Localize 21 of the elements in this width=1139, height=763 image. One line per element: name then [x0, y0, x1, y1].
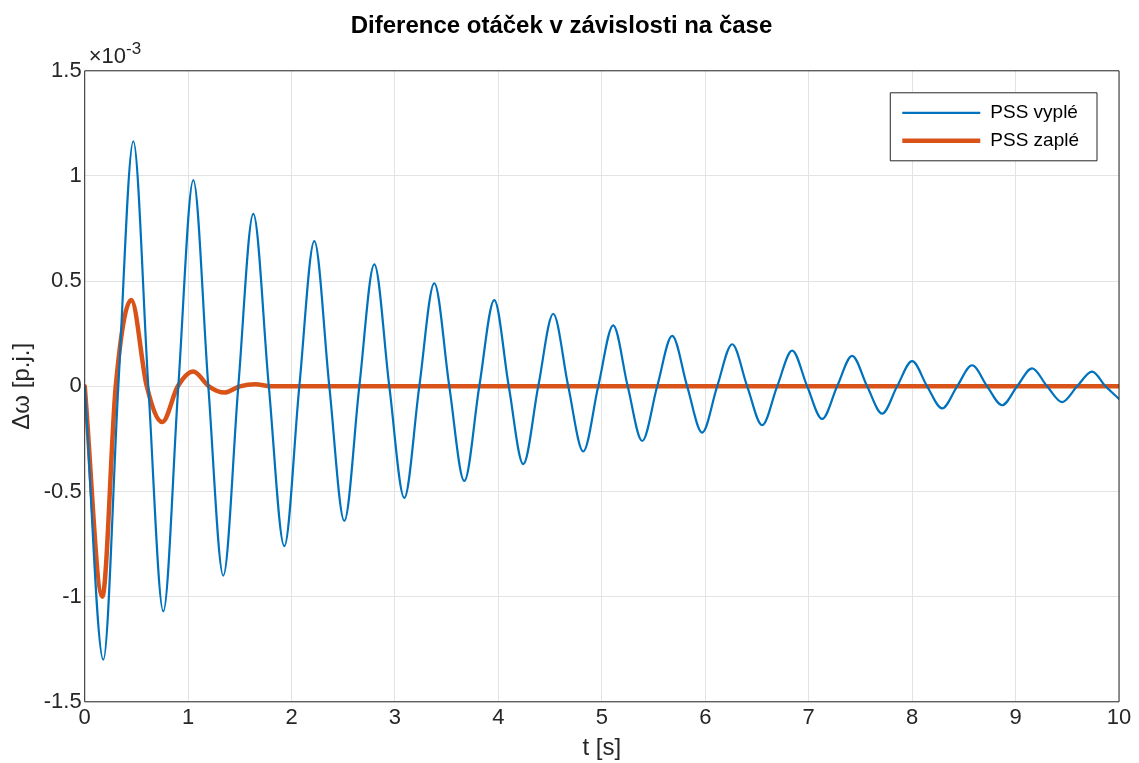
x-tick-label: 3 [388, 704, 402, 730]
x-tick-label: 5 [595, 704, 608, 730]
x-axis-title: t [s] [582, 733, 622, 761]
legend-label: PSS vyplé [990, 101, 1078, 123]
y-tick-label: -0.5 [43, 477, 82, 503]
y-tick-label: -1 [62, 582, 82, 608]
x-tick-label: 10 [1106, 704, 1132, 730]
chart-title: Diference otáček v závislosti na čase [350, 11, 773, 39]
y-tick-label: 1.5 [51, 56, 82, 82]
y-tick-label: 0.5 [51, 267, 82, 293]
y-axis-title: Δω [p.j.] [7, 342, 35, 430]
x-tick-label: 7 [802, 704, 815, 730]
legend-label: PSS zaplé [990, 129, 1080, 151]
x-tick-label: 9 [1009, 704, 1022, 730]
x-tick-label: 2 [285, 704, 298, 730]
y-tick-label: 0 [69, 372, 82, 398]
x-tick-label: 8 [906, 704, 919, 730]
x-tick-label: 6 [699, 704, 712, 730]
x-tick-label: 4 [492, 704, 505, 730]
y-tick-label: 1 [69, 162, 82, 188]
x-tick-label: 1 [182, 704, 195, 730]
